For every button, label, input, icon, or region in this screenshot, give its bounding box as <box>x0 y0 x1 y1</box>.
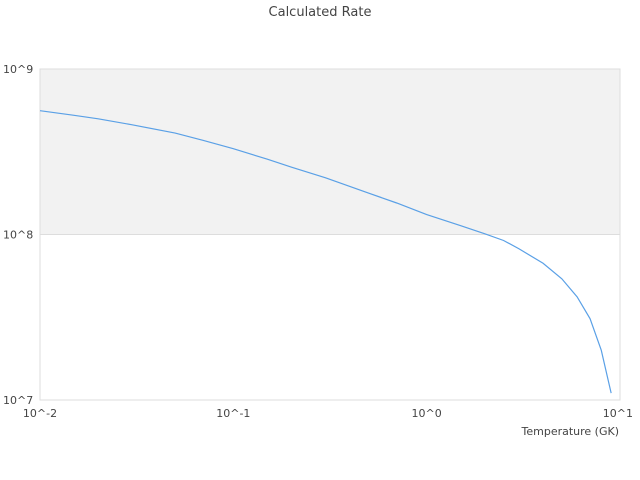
x-tick-label: 10^0 <box>412 407 442 420</box>
x-tick-label: 10^-2 <box>23 407 57 420</box>
chart-grid <box>39 68 621 401</box>
y-tick-label: 10^9 <box>3 63 33 76</box>
chart-series <box>39 110 612 394</box>
x-tick-label: 10^1 <box>603 407 633 420</box>
series-line <box>39 110 612 394</box>
chart-title: Calculated Rate <box>269 5 372 20</box>
x-axis-label: Temperature (GK) <box>521 425 620 438</box>
chart-ticks: 10^9 10^8 10^710^-2 10^-1 10^0 10^1 <box>3 63 633 420</box>
shaded-band <box>40 69 620 235</box>
y-tick-label: 10^7 <box>3 394 33 407</box>
x-tick-label: 10^-1 <box>216 407 250 420</box>
y-tick-label: 10^8 <box>3 229 33 242</box>
